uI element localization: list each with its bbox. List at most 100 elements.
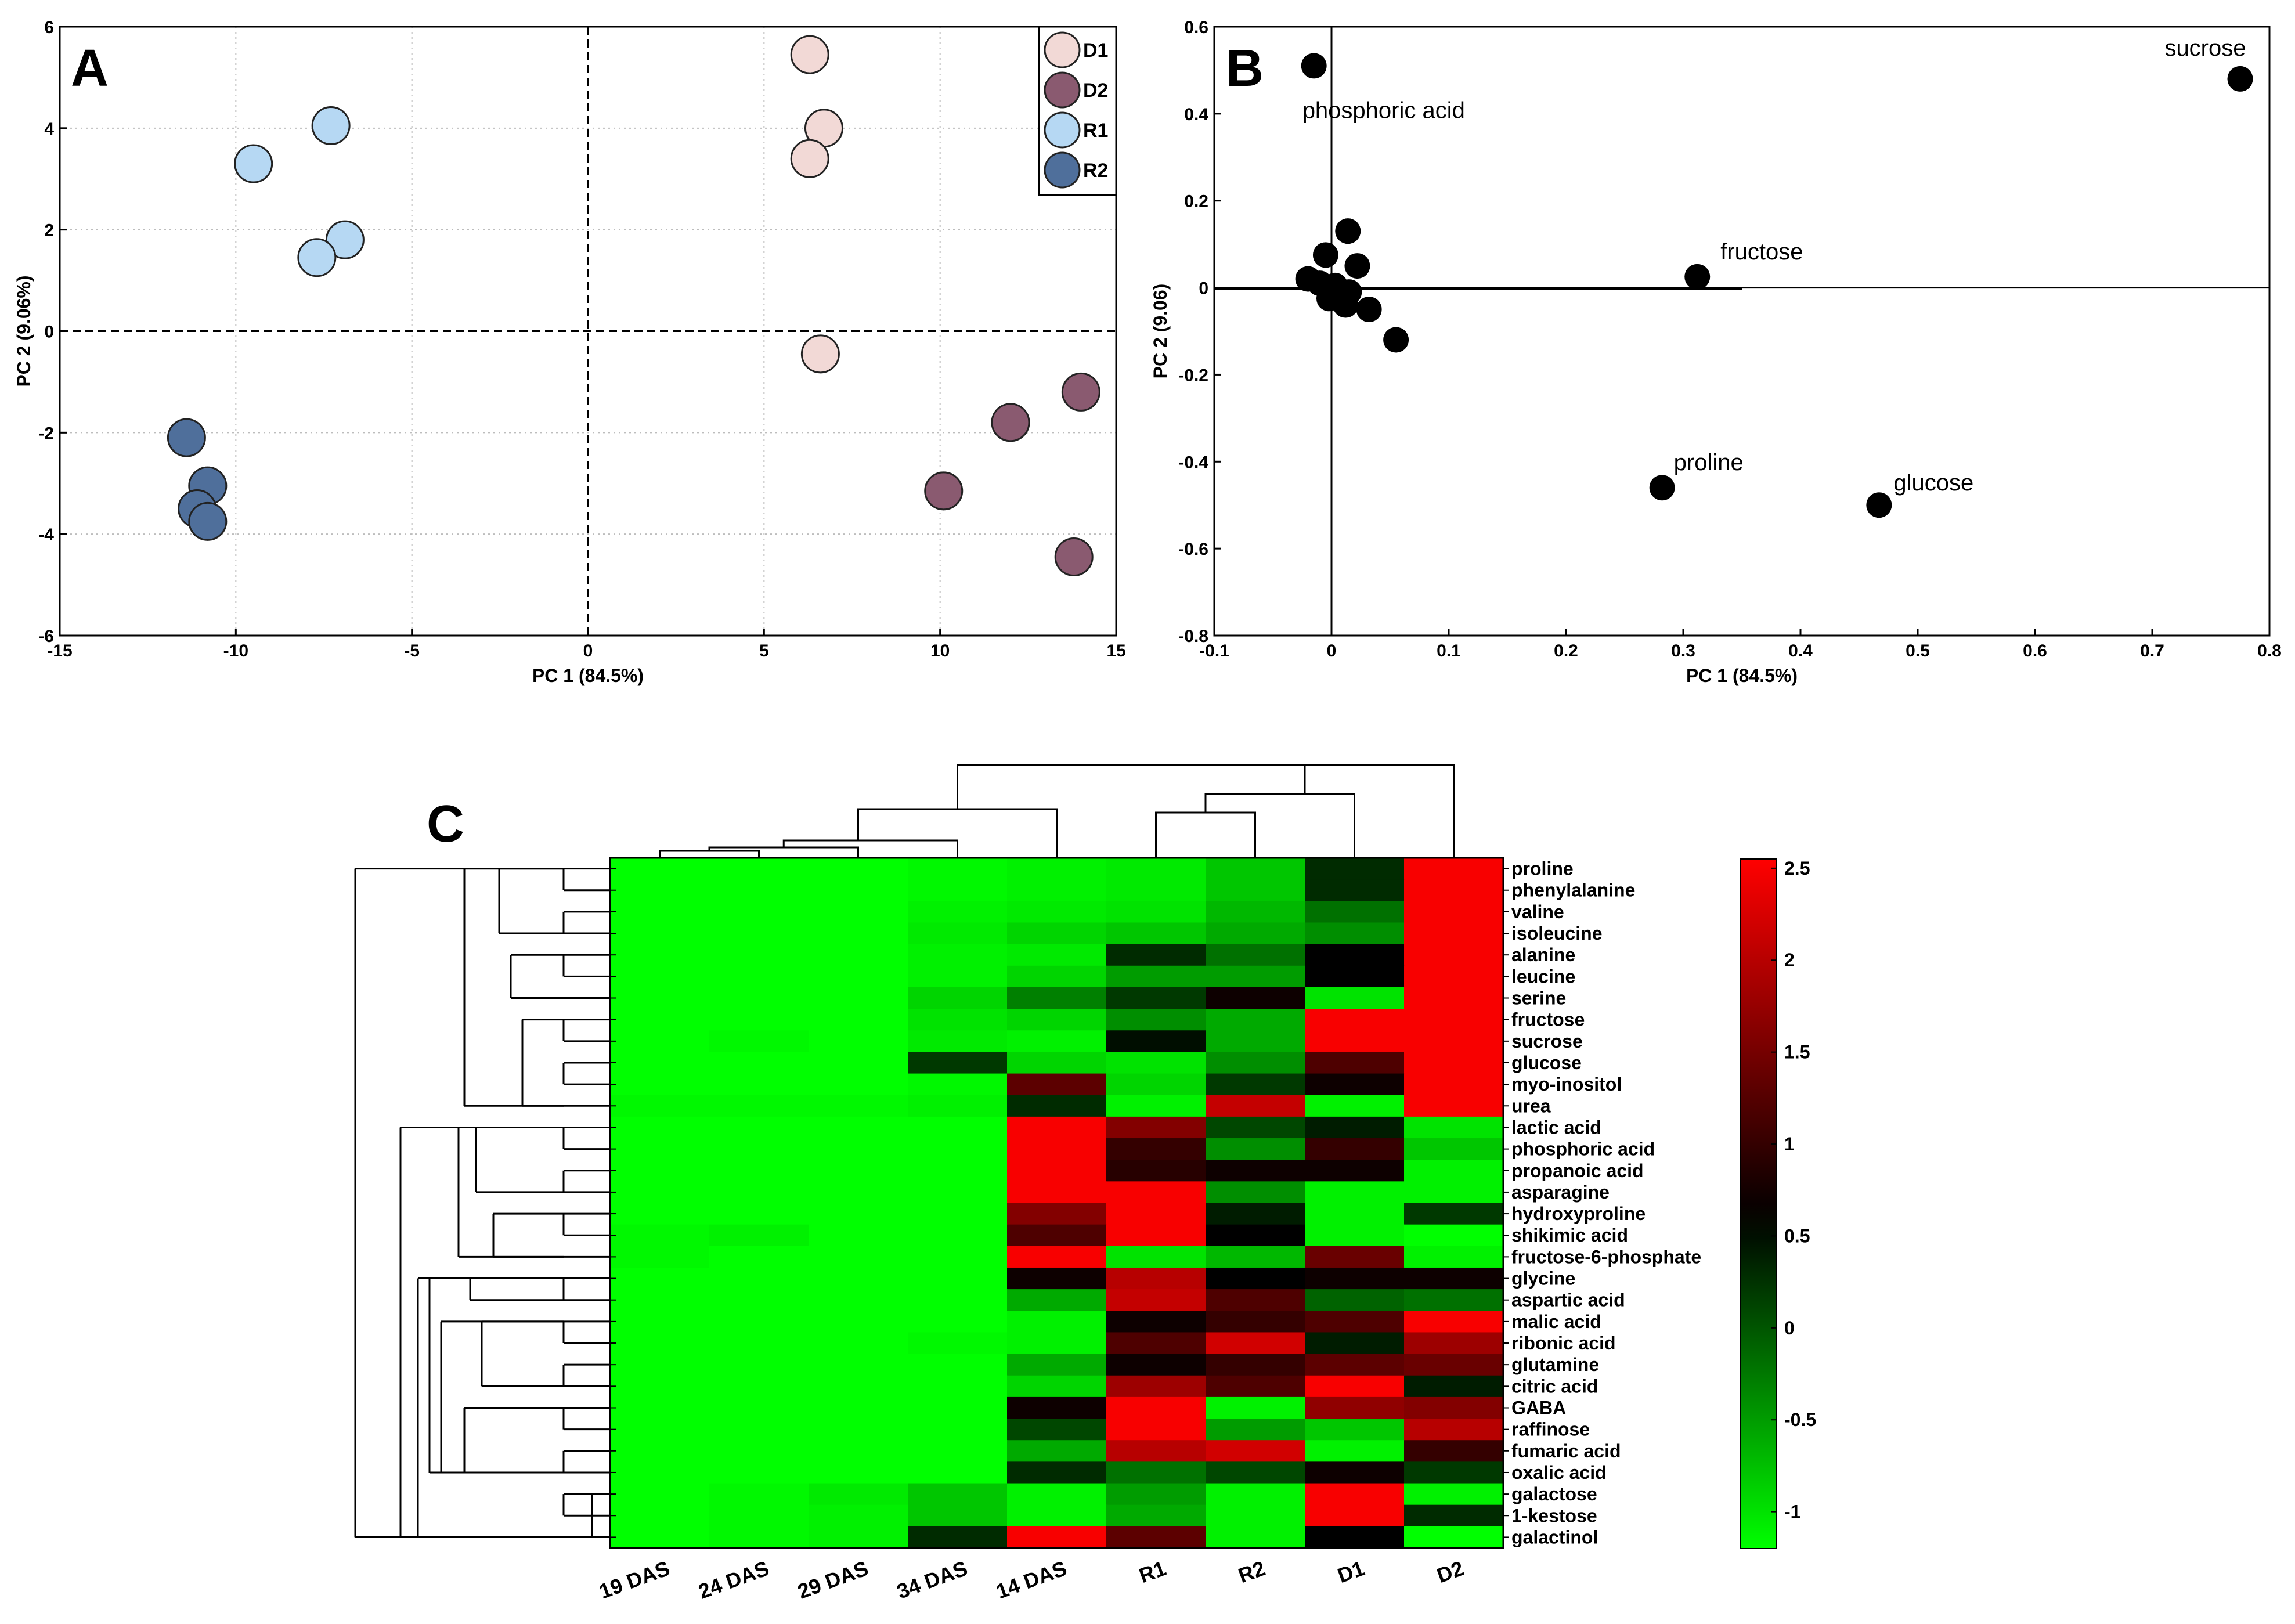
- y-tick-label: -2: [38, 424, 54, 443]
- heatmap-cell: [1106, 1354, 1206, 1376]
- heatmap-cell: [709, 1246, 809, 1268]
- heatmap-cell: [809, 1419, 908, 1441]
- heatmap-cell: [1305, 1030, 1405, 1053]
- heatmap-cell: [1404, 901, 1504, 923]
- point-r1: [311, 106, 351, 145]
- heatmap-cell: [1206, 1267, 1305, 1290]
- heatmap-cell: [1007, 1095, 1107, 1117]
- heatmap-cell: [908, 1396, 1008, 1419]
- heatmap-cell: [1007, 1396, 1107, 1419]
- panel-label-b: B: [1226, 39, 1264, 98]
- heatmap-cell: [908, 858, 1008, 880]
- heatmap-cell: [1404, 1203, 1504, 1225]
- heatmap-cell: [1404, 1138, 1504, 1160]
- column-label: R1: [1136, 1556, 1169, 1587]
- heatmap-cell: [908, 1504, 1008, 1527]
- loading-point: [1383, 327, 1409, 353]
- heatmap-cell: [809, 1181, 908, 1204]
- heatmap-cell: [1206, 1181, 1305, 1204]
- heatmap-cell: [610, 1396, 710, 1419]
- heatmap-cell: [809, 1311, 908, 1333]
- y-tick-label: -0.4: [1178, 453, 1208, 472]
- heatmap-cell: [908, 1267, 1008, 1290]
- heatmap-cell: [709, 922, 809, 945]
- heatmap-cell: [1007, 944, 1107, 966]
- heatmap-cell: [908, 1246, 1008, 1268]
- heatmap-cell: [1305, 987, 1405, 1009]
- heatmap-cell: [610, 1030, 710, 1053]
- heatmap-cell: [1305, 1073, 1405, 1096]
- point-label: fructose: [1720, 239, 1803, 265]
- row-label: lactic acid: [1511, 1117, 1601, 1138]
- heatmap-cell: [1206, 1052, 1305, 1074]
- heatmap-cell: [1007, 1311, 1107, 1333]
- heatmap-cell: [1106, 1440, 1206, 1462]
- legend-marker-d1: [1044, 31, 1081, 68]
- column-label: R2: [1235, 1556, 1268, 1587]
- point-r1: [325, 220, 365, 259]
- heatmap-cell: [809, 1483, 908, 1506]
- heatmap-cell: [1404, 1504, 1504, 1527]
- y-tick-label: 0: [1199, 279, 1208, 298]
- heatmap-cell: [1007, 1354, 1107, 1376]
- heatmap-cell: [1106, 1311, 1206, 1333]
- row-label: asparagine: [1511, 1182, 1610, 1203]
- loading-point: [1301, 53, 1327, 79]
- heatmap-cell: [908, 1138, 1008, 1160]
- heatmap-cell: [610, 987, 710, 1009]
- heatmap-cell: [1106, 1375, 1206, 1398]
- heatmap-cell: [1404, 1461, 1504, 1484]
- heatmap-cell: [908, 1052, 1008, 1074]
- heatmap-cell: [908, 1009, 1008, 1031]
- legend-marker-r1: [1044, 111, 1081, 149]
- row-label: hydroxyproline: [1511, 1203, 1646, 1224]
- heatmap-cell: [1206, 1354, 1305, 1376]
- row-label: citric acid: [1511, 1376, 1598, 1396]
- heatmap-cell: [1305, 1052, 1405, 1074]
- x-tick-label: 5: [759, 641, 769, 661]
- y-axis-label: PC 2 (9.06%): [13, 275, 34, 387]
- heatmap-cell: [709, 1030, 809, 1053]
- x-tick-label: 0.7: [2140, 641, 2164, 661]
- column-label: 34 DAS: [894, 1556, 970, 1604]
- row-label: myo-inositol: [1511, 1074, 1622, 1095]
- point-label: glucose: [1893, 470, 1973, 496]
- heatmap-cell: [1206, 1332, 1305, 1355]
- heatmap-cell: [1305, 1396, 1405, 1419]
- heatmap-cell: [1106, 1160, 1206, 1182]
- heatmap-cell: [908, 1332, 1008, 1355]
- heatmap-cell: [1404, 1095, 1504, 1117]
- heatmap-cell: [709, 1095, 809, 1117]
- heatmap-cell: [1106, 1073, 1206, 1096]
- row-label: urea: [1511, 1095, 1551, 1116]
- heatmap-cell: [809, 901, 908, 923]
- panel-label-a: A: [71, 39, 109, 98]
- heatmap-cell: [1106, 1116, 1206, 1139]
- heatmap-cell: [1305, 1224, 1405, 1247]
- column-dendrogram-branch: [1304, 764, 1455, 858]
- heatmap-cell: [1305, 858, 1405, 880]
- heatmap-cell: [1404, 1396, 1504, 1419]
- heatmap-cell: [908, 1526, 1008, 1549]
- row-label: raffinose: [1511, 1419, 1590, 1440]
- row-label: glycine: [1511, 1268, 1575, 1289]
- heatmap-cell: [809, 922, 908, 945]
- heatmap-cell: [1106, 1504, 1206, 1527]
- heatmap-cell: [1206, 1246, 1305, 1268]
- heatmap-cell: [809, 858, 908, 880]
- point-r2: [167, 418, 206, 457]
- heatmap-cell: [1404, 965, 1504, 988]
- heatmap-cell: [709, 1483, 809, 1506]
- heatmap-cell: [610, 1440, 710, 1462]
- point-d1: [790, 35, 829, 74]
- panel-c-heatmap: Cprolinephenylalaninevalineisoleucineala…: [354, 764, 1816, 1604]
- heatmap-cell: [908, 1461, 1008, 1484]
- column-label: 14 DAS: [993, 1556, 1070, 1604]
- x-axis-label: PC 1 (84.5%): [532, 665, 644, 686]
- colorbar-tick-label: -1: [1784, 1502, 1800, 1522]
- heatmap-cell: [1007, 1332, 1107, 1355]
- heatmap-cell: [1007, 1504, 1107, 1527]
- heatmap-cell: [1206, 1116, 1305, 1139]
- heatmap-cell: [1106, 1267, 1206, 1290]
- point-label: sucrose: [2164, 35, 2246, 61]
